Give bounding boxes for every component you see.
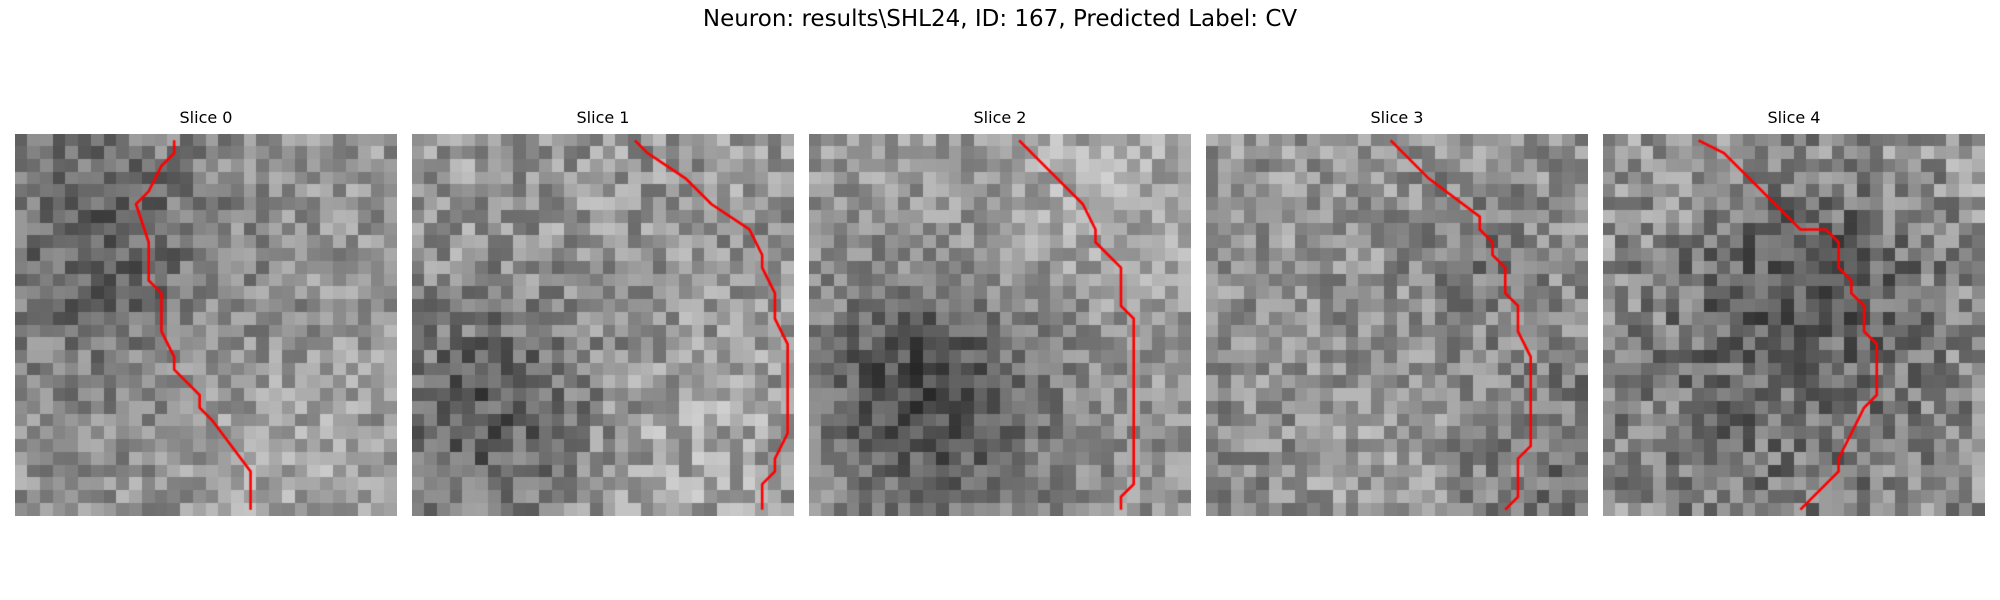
slice-title: Slice 1 <box>576 108 630 127</box>
slice-title: Slice 0 <box>179 108 233 127</box>
slice-image <box>1603 134 1985 516</box>
slice-title: Slice 4 <box>1767 108 1821 127</box>
slice-image <box>412 134 794 516</box>
figure-title: Neuron: results\SHL24, ID: 167, Predicte… <box>702 6 1298 32</box>
slice-title: Slice 3 <box>1370 108 1424 127</box>
slice-image <box>809 134 1191 516</box>
slice-image <box>15 134 397 516</box>
slice-image <box>1206 134 1588 516</box>
slice-title: Slice 2 <box>973 108 1027 127</box>
